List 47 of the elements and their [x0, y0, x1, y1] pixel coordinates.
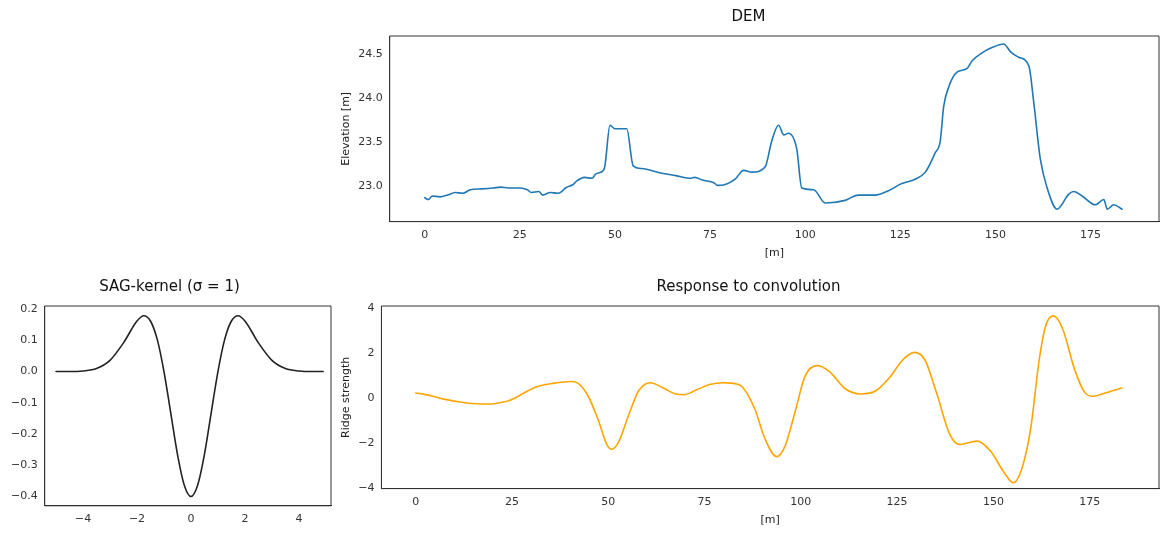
line-series	[55, 314, 324, 498]
x-tick-label: 50	[601, 495, 616, 509]
y-tick-label: 0.1	[20, 333, 38, 347]
y-tick-label: −0.4	[10, 489, 38, 503]
y-tick-label: 0.2	[20, 301, 38, 315]
chart-title: DEM	[731, 6, 766, 25]
y-axis-title: Elevation [m]	[339, 91, 353, 166]
x-tick-label: 150	[984, 228, 1006, 242]
y-tick-label: −0.2	[10, 426, 38, 440]
y-tick-label: 0.0	[20, 364, 38, 378]
y-tick-label: 4	[367, 301, 375, 315]
y-tick-label: −0.3	[10, 458, 38, 472]
x-tick-label: −2	[128, 512, 146, 526]
x-tick-label: 0	[187, 512, 195, 526]
x-tick-label: 0	[421, 228, 429, 242]
y-tick-label: −2	[358, 436, 375, 450]
chart-title: SAG-kernel (σ = 1)	[99, 276, 240, 295]
x-tick-label: 100	[790, 495, 812, 509]
y-tick-label: 0	[367, 391, 375, 405]
x-tick-label: 75	[697, 495, 712, 509]
x-tick-label: 25	[512, 228, 527, 242]
y-tick-label: 2	[367, 346, 375, 360]
x-tick-label: 175	[1079, 495, 1101, 509]
x-tick-label: 4	[295, 512, 303, 526]
x-tick-label: 75	[703, 228, 718, 242]
x-axis-title: [m]	[764, 246, 784, 260]
x-tick-label: 100	[794, 228, 816, 242]
y-tick-label: −4	[358, 481, 375, 495]
x-tick-label: 50	[607, 228, 622, 242]
line-series	[414, 315, 1123, 484]
x-tick-label: 125	[889, 228, 911, 242]
y-tick-label: 24.0	[358, 90, 383, 104]
x-tick-label: 175	[1080, 228, 1102, 242]
x-tick-label: 2	[241, 512, 249, 526]
x-tick-label: 25	[504, 495, 519, 509]
chart-title: Response to convolution	[656, 276, 841, 295]
line-series	[423, 43, 1123, 211]
y-tick-label: 24.5	[358, 46, 383, 60]
x-tick-label: 0	[412, 495, 420, 509]
x-tick-label: −4	[74, 512, 92, 526]
y-tick-label: 23.0	[358, 179, 383, 193]
y-axis-title: Ridge strength	[339, 356, 353, 438]
x-tick-label: 150	[982, 495, 1004, 509]
y-tick-label: 23.5	[358, 134, 383, 148]
x-tick-label: 125	[886, 495, 908, 509]
x-axis-title: [m]	[760, 513, 780, 527]
y-tick-label: −0.1	[10, 395, 38, 409]
